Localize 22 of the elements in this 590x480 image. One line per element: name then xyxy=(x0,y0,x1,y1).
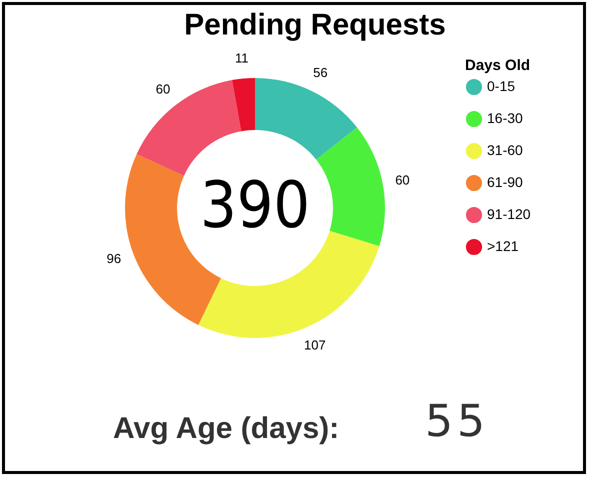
donut-slice xyxy=(136,80,242,176)
data-label: 60 xyxy=(156,82,170,97)
legend-label: 0-15 xyxy=(487,78,516,94)
data-label: 11 xyxy=(234,50,248,66)
legend-title: Days Old xyxy=(465,57,530,74)
legend-label: 91-120 xyxy=(487,206,531,222)
legend-label: >121 xyxy=(487,238,519,254)
donut-slice xyxy=(232,78,255,132)
legend-label: 16-30 xyxy=(487,110,524,126)
legend-label: 61-90 xyxy=(487,174,524,190)
chart-title: Pending Requests xyxy=(184,8,446,42)
text: Avg Age (days): xyxy=(113,412,340,446)
text: 390 xyxy=(200,169,310,243)
data-label: 96 xyxy=(106,250,122,266)
data-label: 60 xyxy=(395,172,410,188)
data-label: 107 xyxy=(304,338,326,353)
donut-slice xyxy=(316,127,385,246)
data-label: 56 xyxy=(313,65,328,80)
text: 55 xyxy=(425,396,489,447)
legend-label: 31-60 xyxy=(487,142,524,158)
donut-slice xyxy=(198,230,380,338)
donut-slice xyxy=(255,78,358,160)
